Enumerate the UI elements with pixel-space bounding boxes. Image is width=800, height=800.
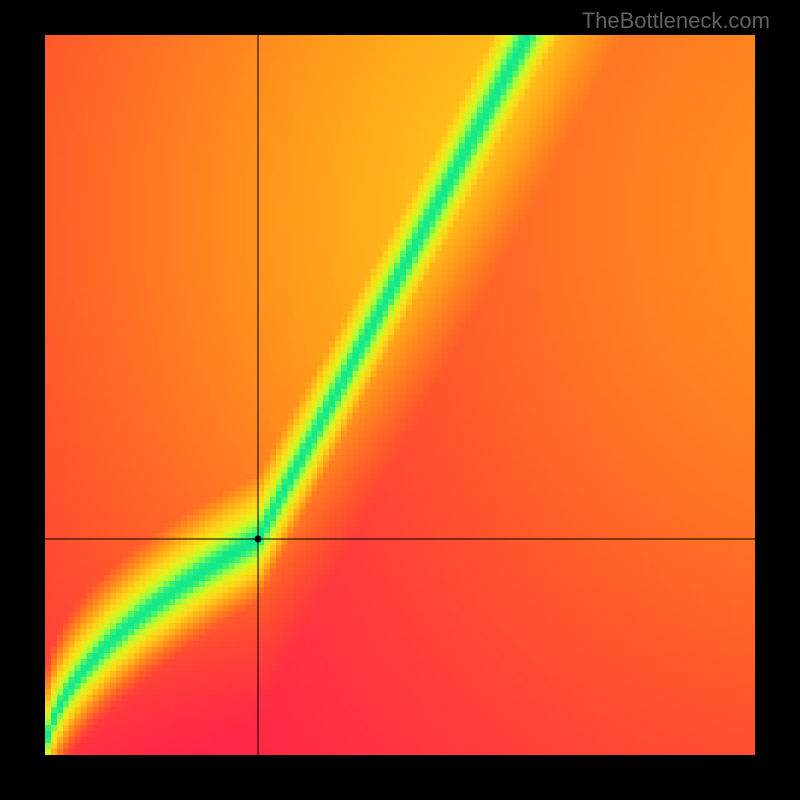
chart-container: TheBottleneck.com bbox=[0, 0, 800, 800]
watermark-text: TheBottleneck.com bbox=[582, 8, 770, 34]
bottleneck-heatmap bbox=[45, 35, 755, 755]
